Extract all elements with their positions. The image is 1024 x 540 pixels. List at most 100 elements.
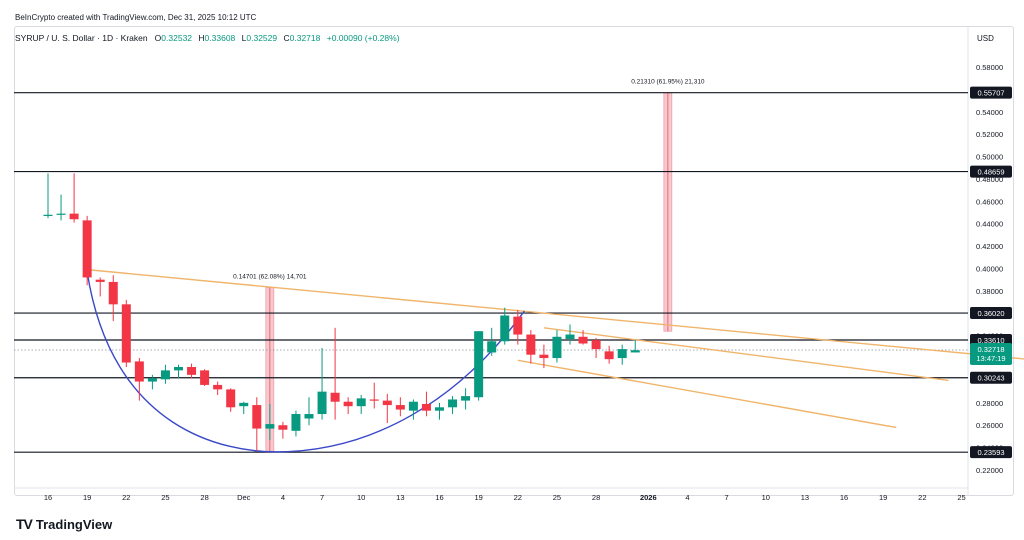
- high-value: 0.33608: [204, 33, 236, 43]
- x-tick-label: 25: [553, 493, 561, 502]
- close-value: 0.32718: [289, 33, 321, 43]
- candle-body: [382, 400, 392, 406]
- candle-body: [108, 281, 118, 305]
- candle-body: [343, 401, 353, 407]
- candle-body: [604, 351, 614, 360]
- x-tick-label: Dec: [237, 493, 251, 502]
- candle-body: [448, 399, 458, 408]
- y-tick-label: 0.52000: [976, 130, 1003, 139]
- open-key: O: [154, 33, 162, 43]
- y-tick-label: 0.42000: [976, 242, 1003, 251]
- candle-body: [213, 384, 223, 390]
- candle-body: [200, 370, 210, 385]
- candle-body: [369, 399, 379, 401]
- candle-body: [43, 214, 53, 216]
- last-price-tag: [970, 343, 1012, 366]
- open-value: 0.32532: [161, 33, 193, 43]
- high-key: H: [198, 33, 205, 43]
- candle-body: [617, 349, 627, 359]
- candle-body: [95, 279, 105, 282]
- x-tick-label: 10: [357, 493, 365, 502]
- x-tick-label: 25: [957, 493, 965, 502]
- x-tick-label: 25: [161, 493, 169, 502]
- symbol-label: SYRUP / U. S. Dollar · 1D · Kraken: [15, 33, 148, 43]
- x-tick-label: 4: [281, 493, 285, 502]
- candle-body: [513, 316, 523, 335]
- x-tick-label: 22: [122, 493, 130, 502]
- candle-body: [500, 315, 510, 342]
- candle-body: [526, 334, 536, 355]
- candle-body: [278, 425, 288, 430]
- x-tick-label: 2026: [640, 493, 657, 502]
- x-tick-label: 28: [200, 493, 208, 502]
- candle-body: [147, 378, 157, 382]
- price-level-tag-text: 0.36020: [977, 309, 1004, 318]
- price-level-tag: [970, 165, 1012, 178]
- candle-body: [591, 340, 601, 350]
- x-tick-label: 7: [320, 493, 324, 502]
- candle-body: [187, 367, 197, 375]
- price-level-tag: [970, 86, 1012, 99]
- candle-body: [82, 220, 92, 278]
- price-level-tag-text: 0.30243: [977, 374, 1004, 383]
- price-level-tag-text: 0.23593: [977, 448, 1004, 457]
- y-tick-label: 0.22000: [976, 466, 1003, 475]
- candle-body: [461, 396, 471, 401]
- y-tick-label: 0.28000: [976, 399, 1003, 408]
- tradingview-logo[interactable]: TV TradingView: [16, 516, 112, 532]
- y-tick-label: 0.26000: [976, 421, 1003, 430]
- change-value: +0.00090 (+0.28%): [326, 33, 400, 43]
- candle-body: [291, 414, 301, 431]
- tradingview-logo-text: TradingView: [35, 516, 113, 532]
- tradingview-logo-icon: TV: [16, 516, 33, 532]
- candle-body: [408, 401, 418, 411]
- price-level-tag: [970, 307, 1012, 320]
- x-tick-label: 16: [435, 493, 443, 502]
- cup-curve: [86, 271, 525, 453]
- price-level-tag: [970, 446, 1012, 459]
- candle-body: [421, 403, 431, 411]
- x-tick-label: 4: [685, 493, 689, 502]
- close-key: C: [283, 33, 290, 43]
- y-tick-label: 0.54000: [976, 108, 1003, 117]
- x-tick-label: 19: [879, 493, 887, 502]
- symbol-ohlc-bar: SYRUP / U. S. Dollar · 1D · Kraken O0.32…: [15, 33, 404, 43]
- last-price-tag-text: 0.32718: [977, 345, 1004, 354]
- low-value: 0.32529: [246, 33, 278, 43]
- price-level-tag-text: 0.33610: [977, 336, 1004, 345]
- low-key: L: [241, 33, 247, 43]
- candle-body: [160, 370, 170, 380]
- x-tick-label: 7: [725, 493, 729, 502]
- candle-body: [239, 402, 249, 407]
- candle-body: [174, 367, 183, 371]
- candle-body: [317, 391, 327, 415]
- candle-body: [121, 304, 131, 363]
- y-tick-label: 0.46000: [976, 197, 1003, 206]
- trend-line: [517, 359, 897, 429]
- measure-label: 0.14701 (62.08%) 14,701: [233, 274, 307, 281]
- candle-body: [630, 350, 640, 353]
- y-tick-label: 0.44000: [976, 220, 1003, 229]
- x-tick-label: 13: [396, 493, 404, 502]
- candle-body: [539, 354, 549, 359]
- candle-body: [56, 213, 66, 215]
- price-level-tag: [970, 371, 1012, 384]
- currency-label[interactable]: USD: [977, 34, 994, 43]
- candle-body: [265, 424, 275, 429]
- candle-body: [304, 414, 314, 419]
- candle-body: [356, 398, 366, 407]
- x-tick-label: 22: [514, 493, 522, 502]
- x-tick-label: 19: [474, 493, 482, 502]
- price-level-tag-text: 0.55707: [977, 89, 1004, 98]
- y-tick-label: 0.38000: [976, 287, 1003, 296]
- candle-body: [226, 389, 236, 408]
- trend-line: [543, 327, 949, 382]
- candle-body: [578, 336, 588, 344]
- trend-line: [87, 268, 1024, 360]
- x-tick-label: 19: [83, 493, 91, 502]
- candle-body: [134, 361, 144, 382]
- x-tick-label: 16: [840, 493, 848, 502]
- x-tick-label: 10: [762, 493, 770, 502]
- x-tick-label: 22: [918, 493, 926, 502]
